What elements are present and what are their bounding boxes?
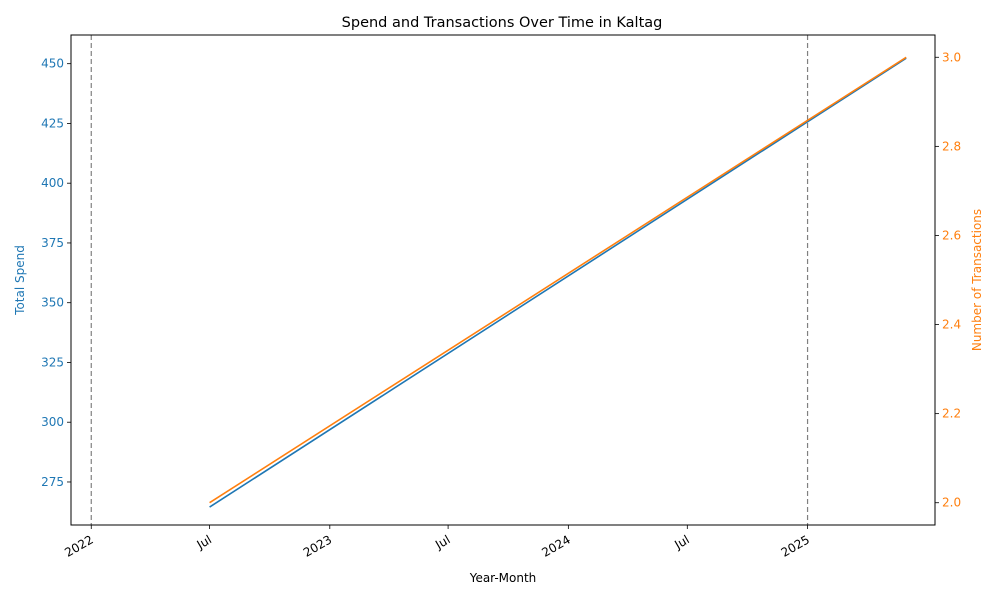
chart-title: Spend and Transactions Over Time in Kalt… (342, 15, 663, 31)
series-lines (209, 56, 907, 508)
x-axis-label: Year-Month (469, 571, 537, 585)
right-axis: 2.0 2.2 2.4 2.6 2.8 3.0 (935, 50, 961, 510)
right-tick-label: 2.8 (942, 139, 961, 153)
plot-frame (70, 34, 936, 526)
x-tick-label: Jul (432, 532, 452, 552)
right-tick-label: 2.6 (942, 228, 961, 242)
x-tick-label: 2025 (779, 532, 812, 559)
x-tick-label: 2023 (301, 532, 334, 559)
left-tick-label: 375 (41, 236, 64, 250)
left-axis: 275 300 325 350 375 400 425 450 (41, 57, 71, 489)
x-tick-label: 2022 (62, 532, 95, 559)
x-tick-label: Jul (194, 532, 214, 552)
series-line-left (209, 57, 907, 508)
left-tick-label: 325 (41, 355, 64, 369)
reference-lines (90, 35, 809, 525)
left-tick-label: 425 (41, 116, 64, 130)
x-tick-label: 2024 (539, 532, 572, 559)
left-tick-label: 450 (41, 57, 64, 71)
series-line-right (209, 56, 907, 504)
left-axis-label: Total Spend (13, 245, 27, 316)
right-tick-label: 2.2 (942, 407, 961, 421)
right-tick-label: 2.0 (942, 496, 961, 510)
right-axis-label: Number of Transactions (970, 209, 984, 351)
right-tick-label: 2.4 (942, 318, 961, 332)
left-tick-label: 275 (41, 475, 64, 489)
right-tick-label: 3.0 (942, 50, 961, 64)
x-axis: 2022 Jul 2023 Jul 2024 Jul 2025 (62, 525, 812, 560)
left-tick-label: 400 (41, 176, 64, 190)
left-tick-label: 350 (41, 296, 64, 310)
x-tick-label: Jul (671, 532, 691, 552)
left-tick-label: 300 (41, 415, 64, 429)
